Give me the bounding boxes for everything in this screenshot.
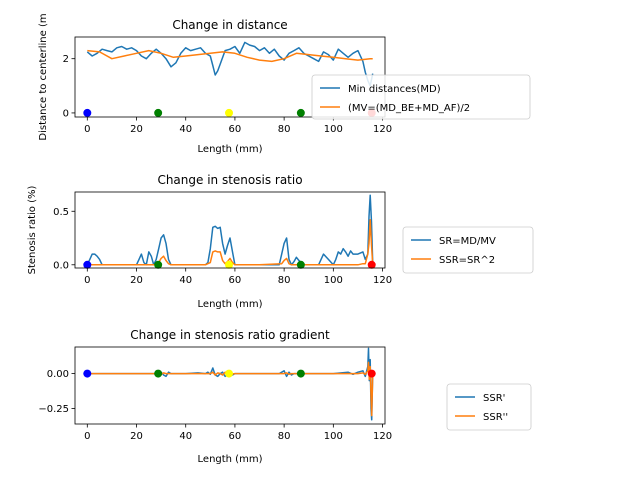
y-tick-label: 0.0: [53, 260, 69, 271]
chart-panel-3: 0 20 40 60 80 100 120 0.00 −0.25 Change in stenos…: [38, 328, 532, 465]
y-tick-label: 0.5: [53, 207, 69, 218]
x-tick-label: 60: [229, 124, 242, 135]
series-line-1: [87, 347, 374, 421]
legend-box: [402, 226, 534, 274]
legend-label: SSR'': [483, 412, 508, 423]
marker-point-2: [154, 108, 163, 117]
x-tick-label: 60: [229, 275, 242, 286]
y-tick-label: −0.25: [38, 404, 69, 415]
legend: SSR' SSR'': [446, 383, 532, 431]
marker-point-3: [225, 369, 234, 378]
legend-box: [446, 383, 532, 431]
y-axis-label: Stenosis ratio (%): [27, 186, 38, 275]
marker-point-5: [367, 260, 376, 269]
legend-label: SR=MD/MV: [439, 236, 496, 247]
x-tick-label: 0: [84, 275, 90, 286]
y-tick-label: 0.00: [47, 369, 69, 380]
x-tick-label: 40: [179, 431, 192, 442]
x-tick-label: 120: [373, 431, 392, 442]
legend-label: Min distances(MD): [348, 84, 441, 95]
chart-panel-2: 0 20 40 60 80 100 120 0.0 0.5 Change in stenosis …: [27, 173, 534, 310]
x-tick-label: 80: [278, 431, 291, 442]
marker-point-4: [296, 369, 305, 378]
marker-point-1: [83, 108, 92, 117]
x-tick-label: 120: [373, 124, 392, 135]
legend: Min distances(MD) (MV=(MD_BE+MD_AF)/2: [311, 74, 531, 120]
axes-frame: [74, 346, 386, 425]
legend-label: SSR=SR^2: [439, 255, 495, 266]
marker-point-1: [83, 369, 92, 378]
x-tick-label: 60: [229, 431, 242, 442]
chart-panel-1: 0 20 40 60 80 100 120 0 2 Change in distance Lengt…: [38, 13, 531, 155]
chart-title: Change in stenosis ratio: [157, 173, 302, 187]
x-tick-label: 80: [278, 275, 291, 286]
chart-title: Change in stenosis ratio gradient: [130, 328, 330, 342]
x-tick-label: 0: [84, 124, 90, 135]
marker-point-2: [154, 369, 163, 378]
legend-label: (MV=(MD_BE+MD_AF)/2: [348, 103, 470, 114]
x-tick-label: 80: [278, 124, 291, 135]
marker-point-5: [367, 369, 376, 378]
marker-point-3: [225, 108, 234, 117]
x-axis-label: Length (mm): [198, 299, 263, 310]
x-tick-label: 40: [179, 124, 192, 135]
x-tick-label: 100: [324, 275, 343, 286]
y-tick-label: 2: [63, 54, 69, 65]
x-tick-label: 20: [130, 431, 143, 442]
series-line-2: [87, 49, 373, 63]
x-axis-label: Length (mm): [198, 454, 263, 465]
legend: SR=MD/MV SSR=SR^2: [402, 226, 534, 274]
marker-point-4: [296, 108, 305, 117]
marker-point-3: [225, 260, 234, 269]
x-tick-label: 20: [130, 275, 143, 286]
chart-title: Change in distance: [172, 18, 287, 32]
x-tick-label: 100: [324, 431, 343, 442]
x-tick-label: 40: [179, 275, 192, 286]
series-line-1: [86, 194, 374, 266]
x-tick-label: 100: [324, 124, 343, 135]
legend-box: [311, 74, 531, 120]
marker-point-1: [83, 260, 92, 269]
x-axis-label: Length (mm): [198, 144, 263, 155]
x-tick-label: 120: [373, 275, 392, 286]
x-tick-label: 20: [130, 124, 143, 135]
y-axis-label: Distance to centerline (m: [38, 13, 49, 140]
x-tick-label: 0: [84, 431, 90, 442]
axes-frame: [74, 191, 386, 269]
legend-label: SSR': [483, 393, 505, 404]
y-tick-label: 0: [63, 108, 69, 119]
marker-point-2: [154, 260, 163, 269]
marker-point-4: [296, 260, 305, 269]
series-line-2: [87, 219, 374, 266]
